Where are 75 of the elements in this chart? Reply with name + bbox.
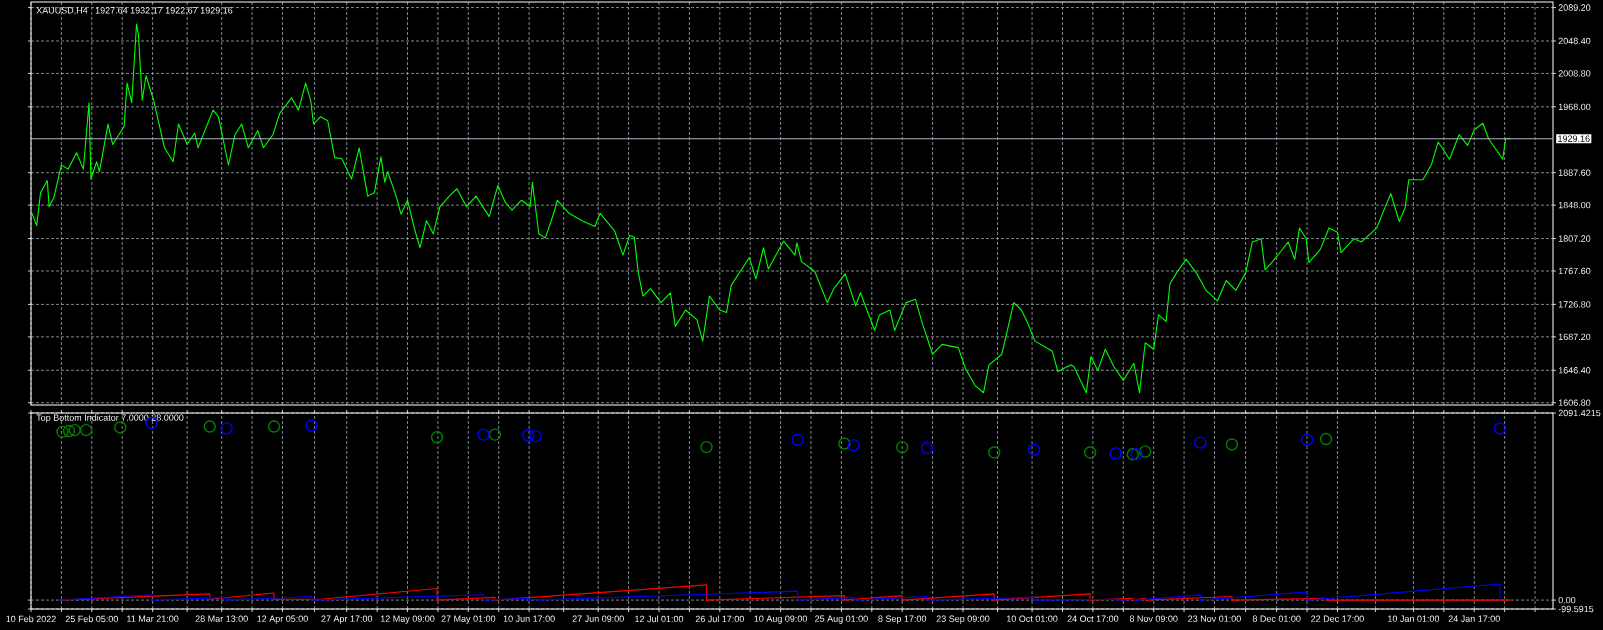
point <box>847 439 861 452</box>
x-tick-label: 12 Jul 01:00 <box>635 615 684 623</box>
point <box>220 422 233 435</box>
point <box>203 420 216 433</box>
y-tick-label: 1767.60 <box>1558 267 1591 275</box>
point <box>430 431 444 444</box>
y-tick-label: 2008.80 <box>1558 70 1591 77</box>
point <box>79 423 93 437</box>
point <box>920 441 934 455</box>
point <box>1225 438 1239 451</box>
x-tick-label: 27 May 01:00 <box>441 615 496 624</box>
point <box>529 430 542 443</box>
point <box>114 421 127 434</box>
y-tick-label: 1646.40 <box>1558 367 1591 374</box>
point <box>1109 447 1122 460</box>
point <box>791 433 804 447</box>
x-tick-label: 10 Oct 01:00 <box>1007 615 1058 622</box>
point <box>1319 432 1333 446</box>
x-tick-label: 10 Jun 17:00 <box>503 615 555 622</box>
x-tick-label: 8 Sep 17:00 <box>878 615 927 624</box>
x-tick-label: 23 Nov 01:00 <box>1188 615 1241 622</box>
x-tick-label: 22 Dec 17:00 <box>1311 615 1364 622</box>
point <box>700 440 713 454</box>
x-tick-label: 10 Aug 09:00 <box>754 615 808 624</box>
y-tick-label: 1968.00 <box>1558 103 1591 111</box>
x-tick-label: 27 Jun 09:00 <box>572 615 624 622</box>
x-tick-label: 27 Apr 17:00 <box>321 615 373 624</box>
x-tick-label: 11 Mar 21:00 <box>127 615 179 622</box>
chart-title: Top Bottom Indicator 7.0000 28.0000 <box>36 414 184 423</box>
ref-line-label: 1929.16 <box>1558 135 1590 142</box>
point <box>838 437 851 450</box>
y-tick-label: 1848.00 <box>1558 201 1591 209</box>
y-tick-label: 1687.20 <box>1558 333 1591 341</box>
x-tick-label: 8 Nov 09:00 <box>1129 615 1178 622</box>
y-tick-label: 2048.40 <box>1558 37 1591 45</box>
x-tick-label: 12 Apr 05:00 <box>257 615 308 624</box>
point <box>1083 446 1097 459</box>
x-tick-label: 8 Dec 01:00 <box>1252 615 1301 622</box>
x-tick-label: 23 Sep 09:00 <box>936 615 990 624</box>
x-tick-label: 28 Mar 13:00 <box>195 615 248 622</box>
x-tick-label: 25 Aug 01:00 <box>815 615 868 624</box>
y-tick-label: 1887.60 <box>1558 169 1591 176</box>
point <box>62 424 76 438</box>
chart-title: XAUUSD,H4 <box>36 7 88 15</box>
point <box>68 423 81 437</box>
x-tick-label: 10 Jan 01:00 <box>1388 615 1440 622</box>
x-tick-label: 24 Oct 17:00 <box>1067 615 1119 622</box>
point <box>56 425 69 439</box>
y-tick-label: 2091.4215 <box>1558 409 1601 417</box>
point <box>1130 448 1143 461</box>
point <box>1300 433 1314 447</box>
chart-subtitle: 1927.64 1932.17 1922.67 1929.16 <box>95 7 233 14</box>
point <box>488 428 502 441</box>
point <box>988 446 1001 459</box>
x-tick-label: 12 May 09:00 <box>380 615 435 624</box>
point <box>1139 445 1152 458</box>
point <box>267 420 281 433</box>
y-tick-label: 1726.80 <box>1558 301 1591 308</box>
y-tick-label: 0.00 <box>1558 596 1576 604</box>
x-tick-label: 10 Feb 2022 <box>6 615 56 623</box>
x-tick-label: 25 Feb 05:00 <box>65 615 118 623</box>
point <box>1126 448 1139 461</box>
y-tick-label: 1807.20 <box>1558 235 1591 242</box>
y-tick-label: 1606.80 <box>1558 399 1591 406</box>
point <box>1027 443 1041 456</box>
point <box>305 419 318 432</box>
x-tick-label: 26 Jul 17:00 <box>695 615 744 623</box>
y-tick-label: 2089.20 <box>1558 4 1591 11</box>
point <box>1194 436 1207 449</box>
y-tick-label: -99.5915 <box>1558 605 1594 613</box>
point <box>477 428 490 441</box>
point <box>522 429 535 442</box>
point <box>1493 422 1507 435</box>
point <box>895 440 909 454</box>
x-tick-label: 24 Jan 17:00 <box>1448 615 1500 622</box>
